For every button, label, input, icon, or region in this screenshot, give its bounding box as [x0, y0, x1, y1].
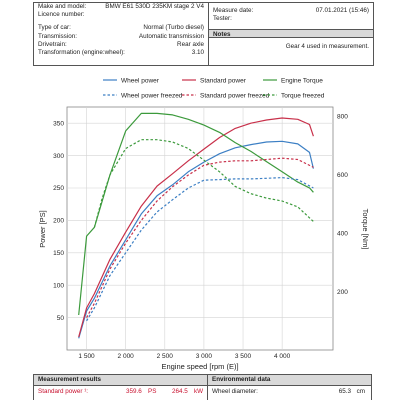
y-left-tick-label: 100 — [53, 282, 64, 289]
x-tick-label: 3 000 — [196, 353, 213, 360]
series-line-wheel-power — [78, 140, 314, 339]
legend-label-wheel-power: Wheel power — [121, 78, 160, 85]
tester-row: Tester: — [209, 15, 373, 23]
series-line-standard-power-freezed — [86, 157, 314, 318]
transmission-label: Transmission: — [38, 32, 77, 40]
make-model-value: BMW E61 530D 235KM stage 2 V4 — [105, 3, 204, 10]
y-left-tick-label: 200 — [53, 218, 64, 225]
bottom-panels: Measurement results Standard power ¹: 35… — [33, 374, 372, 400]
y-axis-right-label: Torque [Nm] — [361, 209, 370, 250]
make-model-label: Make and model: — [38, 3, 87, 10]
x-tick-label: 2 500 — [157, 353, 174, 360]
axis-ticks: 1 500 2 000 2 500 3 000 3 500 4 000 50 100 150 20… — [53, 114, 348, 360]
environmental-data-panel: Environmental data Wheel diameter: 65.3 … — [207, 374, 372, 400]
wheel-diameter-value: 65.3 — [338, 388, 351, 395]
vehicle-info-column: Make and model: BMW E61 530D 235KM stage… — [34, 3, 209, 65]
standard-power-label: Standard power ¹: — [38, 388, 89, 395]
transmission-row: Transmission: Automatic transmission — [34, 33, 208, 41]
legend-label-engine-torque: Engine Torque — [281, 78, 323, 85]
wheel-diameter-unit: cm — [356, 388, 365, 395]
make-model-row: Make and model: BMW E61 530D 235KM stage… — [34, 3, 208, 11]
y-left-tick-label: 350 — [53, 120, 64, 127]
wheel-diameter-label: Wheel diameter: — [212, 388, 258, 395]
ratio-label: Transformation (engine:wheel): — [38, 48, 125, 56]
measurement-results-panel: Measurement results Standard power ¹: 35… — [33, 374, 208, 400]
series-line-engine-torque — [78, 112, 314, 316]
legend-label-wheel-power-freezed: Wheel power freezed — [121, 93, 183, 100]
standard-power-kw-unit: kW — [194, 388, 204, 395]
measure-info-column: Measure date: 07.01.2021 (15:46) Tester:… — [209, 3, 373, 65]
series-line-standard-power — [78, 117, 314, 338]
measure-date-value: 07.01.2021 (15:46) — [315, 7, 369, 14]
y-right-tick-label: 400 — [337, 230, 348, 237]
legend-label-torque-freezed: Torque freezed — [281, 93, 325, 100]
legend-label-standard-power: Standard power — [200, 78, 247, 85]
x-axis-label: Engine speed [rpm (E)] — [161, 362, 238, 371]
tester-label: Tester: — [213, 15, 232, 23]
measure-date-row: Measure date: 07.01.2021 (15:46) — [209, 7, 373, 15]
y-left-tick-label: 250 — [53, 185, 64, 192]
drivetrain-value: Rear axle — [177, 40, 204, 48]
x-tick-label: 1 500 — [78, 353, 95, 360]
notes-text: Gear 4 used in measurement. — [285, 43, 369, 50]
y-right-tick-label: 800 — [337, 114, 348, 121]
notes-heading: Notes — [209, 29, 373, 38]
y-axis-left-label: Power [PS] — [38, 210, 47, 248]
drivetrain-row: Drivetrain: Rear axle — [34, 41, 208, 49]
dyno-chart-svg: Wheel power Standard power Engine Torque… — [38, 78, 370, 372]
x-tick-label: 4 000 — [274, 353, 291, 360]
series-lines — [78, 112, 314, 339]
y-right-tick-label: 600 — [337, 172, 348, 179]
legend-label-standard-power-freezed: Standard power freezed — [200, 93, 270, 100]
standard-power-kw-value: 264.5 — [172, 388, 188, 395]
series-line-wheel-power-freezed — [86, 176, 314, 322]
wheel-diameter-row: Wheel diameter: 65.3 cm — [208, 386, 371, 398]
y-left-tick-label: 300 — [53, 153, 64, 160]
y-left-tick-label: 150 — [53, 250, 64, 257]
measurement-results-heading: Measurement results — [34, 375, 207, 386]
y-right-tick-label: 200 — [337, 289, 348, 296]
plot-area-frame — [66, 106, 334, 351]
dyno-chart: Wheel power Standard power Engine Torque… — [33, 71, 372, 372]
standard-power-row: Standard power ¹: 359.6 PS 264.5 kW — [34, 386, 207, 398]
y-left-tick-label: 50 — [57, 315, 65, 322]
x-tick-label: 2 000 — [118, 353, 135, 360]
measure-date-label: Measure date: — [213, 7, 254, 14]
ratio-row: Transformation (engine:wheel): 3.10 — [34, 49, 208, 57]
series-line-torque-freezed — [93, 139, 314, 228]
car-type-row: Type of car: Normal (Turbo diesel) — [34, 24, 208, 32]
vehicle-info-panel: Make and model: BMW E61 530D 235KM stage… — [33, 2, 374, 66]
car-type-value: Normal (Turbo diesel) — [143, 24, 204, 32]
environmental-data-heading: Environmental data — [208, 375, 371, 386]
legend: Wheel power Standard power Engine Torque… — [103, 78, 325, 100]
car-type-label: Type of car: — [38, 24, 71, 32]
licence-row: Licence number: — [34, 11, 208, 19]
ratio-value: 3.10 — [191, 48, 204, 56]
grid — [67, 107, 333, 350]
transmission-value: Automatic transmission — [138, 32, 204, 40]
drivetrain-label: Drivetrain: — [38, 40, 67, 48]
licence-label: Licence number: — [38, 11, 85, 19]
x-tick-label: 3 500 — [235, 353, 252, 360]
standard-power-ps-value: 359.6 — [126, 388, 142, 395]
standard-power-ps-unit: PS — [148, 388, 157, 395]
